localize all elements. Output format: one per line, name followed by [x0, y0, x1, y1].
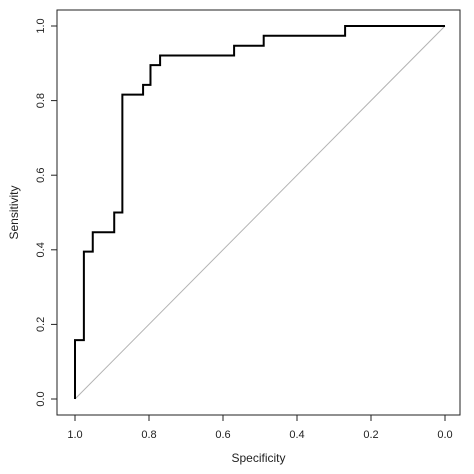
- x-tick-label: 0.2: [363, 429, 378, 441]
- series-layer: [74, 25, 445, 399]
- y-axis-title: Sensitivity: [7, 185, 21, 239]
- y-tick-label: 0.8: [35, 93, 47, 108]
- plot-frame: [56, 9, 461, 416]
- x-tick-label: 0.8: [141, 429, 156, 441]
- x-tick-label: 0.4: [289, 429, 304, 441]
- x-tick-label: 0.6: [215, 429, 230, 441]
- y-tick-label: 0.0: [35, 391, 47, 406]
- x-tick-label: 0.0: [437, 429, 452, 441]
- reference-layer: [74, 25, 446, 400]
- x-tick-label: 1.0: [67, 429, 82, 441]
- y-tick-label: 0.6: [35, 168, 47, 183]
- x-axis-title: Specificity: [231, 451, 285, 465]
- y-tick-label: 0.4: [35, 242, 47, 257]
- reference-diagonal: [74, 25, 446, 400]
- axes-layer: 1.0 0.8 0.6 0.4 0.2 0.0 0.0 0.2 0.4 0.6 0.8 1.0: [35, 9, 461, 441]
- y-tick-label: 1.0: [35, 18, 47, 33]
- y-tick-label: 0.2: [35, 317, 47, 332]
- roc-curve: [74, 25, 445, 399]
